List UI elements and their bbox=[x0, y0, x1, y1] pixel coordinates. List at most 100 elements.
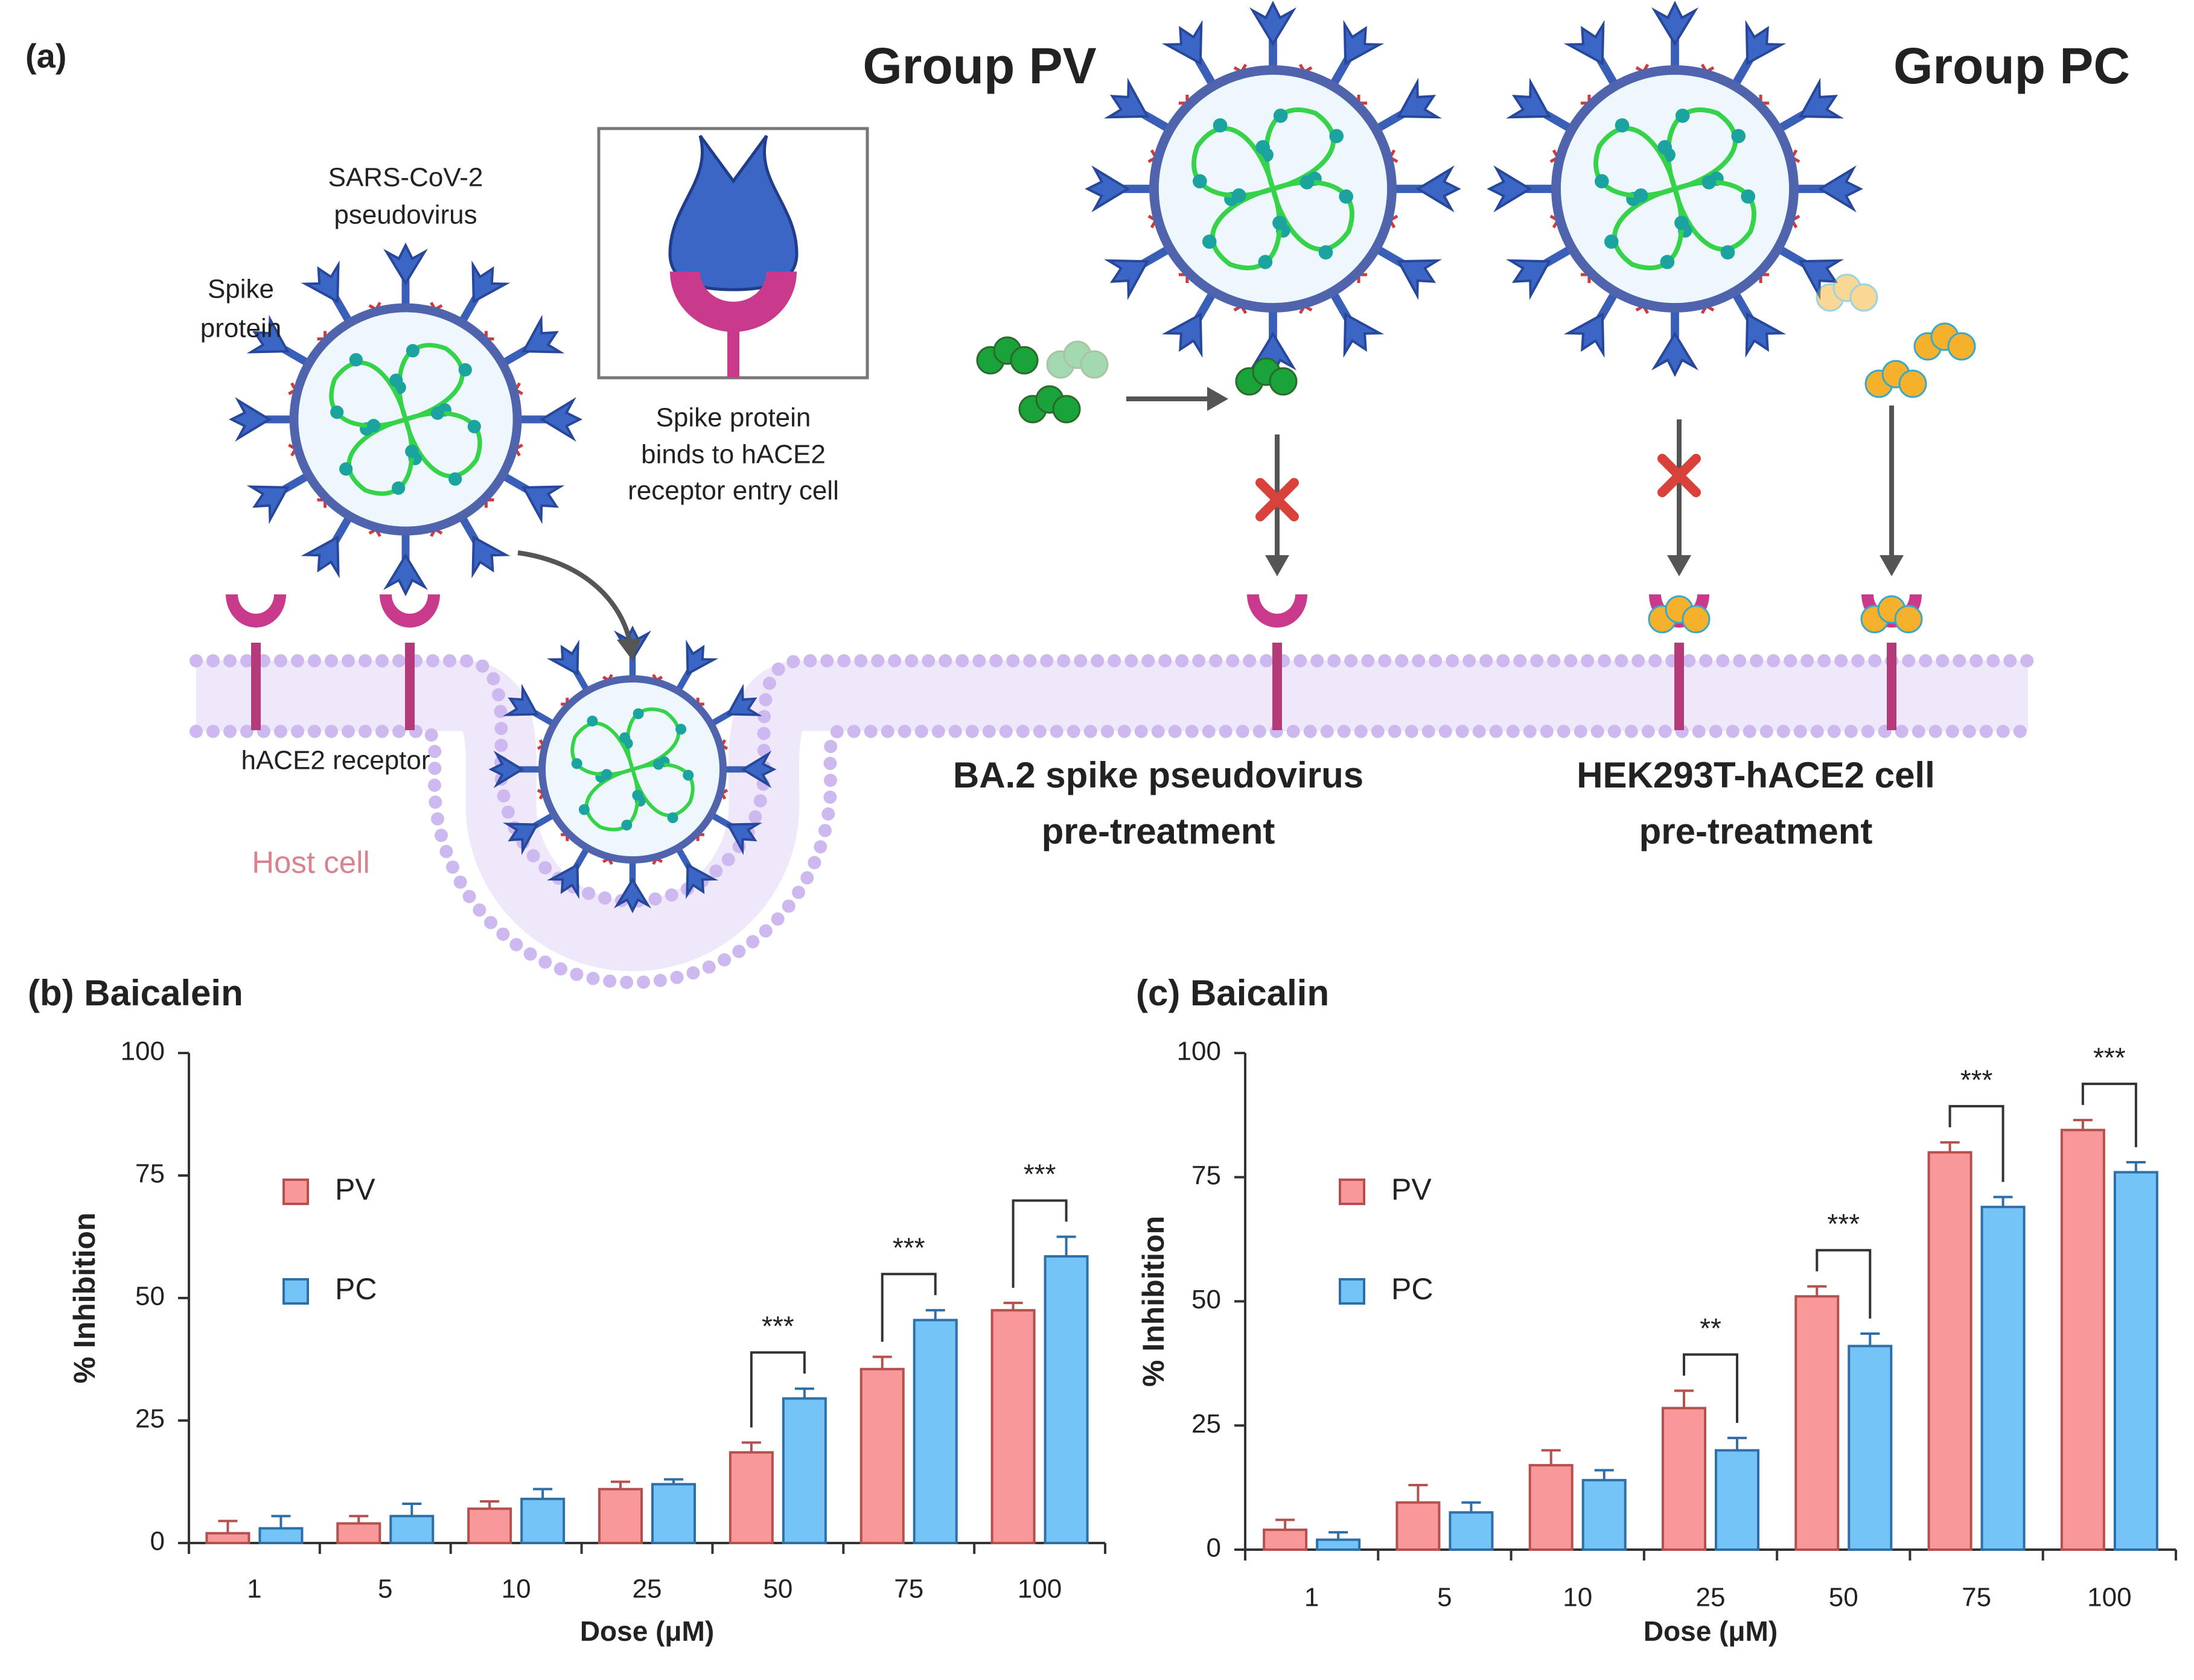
rna-dot bbox=[571, 758, 582, 769]
spike bbox=[500, 314, 565, 368]
bar bbox=[389, 1515, 435, 1545]
bar bbox=[1528, 1464, 1574, 1551]
compound bbox=[1860, 595, 1923, 634]
significance-bracket bbox=[2081, 1083, 2137, 1148]
y-axis-label: % Inhibition bbox=[1137, 1216, 1170, 1387]
bar bbox=[1263, 1529, 1308, 1551]
spike-head bbox=[741, 750, 777, 789]
bar bbox=[1715, 1449, 1759, 1551]
bar bbox=[782, 1397, 827, 1544]
spike bbox=[709, 812, 762, 856]
rna-loop bbox=[329, 353, 408, 433]
spike-head bbox=[1505, 77, 1552, 119]
binding-note: binds to hACE2 bbox=[641, 440, 826, 469]
bar bbox=[2113, 1171, 2158, 1551]
spike-head bbox=[1651, 331, 1699, 377]
bar bbox=[1395, 1501, 1441, 1551]
virus bbox=[228, 242, 583, 597]
x-tick-label: 75 bbox=[894, 1574, 923, 1604]
error-bar bbox=[402, 1503, 422, 1516]
spike-head bbox=[301, 260, 340, 304]
rna-dot bbox=[448, 472, 462, 486]
rna-dot bbox=[1193, 174, 1207, 189]
rna-dot bbox=[1272, 215, 1287, 231]
spike-head bbox=[1103, 259, 1150, 301]
rna-dot bbox=[601, 769, 613, 780]
bar bbox=[990, 1309, 1036, 1545]
error-bar bbox=[533, 1488, 553, 1499]
spike bbox=[1103, 77, 1172, 133]
significance-bracket bbox=[1012, 1199, 1068, 1288]
inset-receptor bbox=[670, 272, 797, 332]
y-tick-label: 25 bbox=[135, 1404, 165, 1434]
compound bbox=[976, 336, 1039, 375]
x-axis-label: Dose (μM) bbox=[580, 1615, 714, 1647]
spike-head bbox=[613, 877, 652, 914]
spike-head bbox=[471, 260, 511, 304]
compound bbox=[1648, 595, 1711, 634]
significance-label: ** bbox=[1700, 1312, 1721, 1344]
compound-atom bbox=[1898, 369, 1927, 398]
error-bar bbox=[1940, 1141, 1960, 1153]
significance-label: *** bbox=[1024, 1159, 1056, 1190]
rna-dot bbox=[1720, 245, 1735, 260]
bar bbox=[336, 1522, 381, 1545]
rna-dot bbox=[1273, 109, 1288, 123]
rna-dot bbox=[1329, 129, 1344, 144]
y-tick-label: 50 bbox=[135, 1282, 165, 1311]
rna-dot bbox=[1615, 118, 1630, 133]
spike bbox=[1776, 77, 1845, 133]
rna-dot bbox=[1701, 175, 1717, 189]
spike-head bbox=[471, 535, 511, 579]
error-bar bbox=[1807, 1285, 1827, 1297]
compound-atom bbox=[1682, 605, 1711, 634]
receptor bbox=[226, 594, 286, 730]
significance-bracket bbox=[881, 1273, 937, 1342]
bar bbox=[598, 1488, 643, 1544]
spike bbox=[1730, 290, 1787, 358]
arrow-head bbox=[1667, 555, 1691, 576]
rna-dot bbox=[349, 353, 363, 367]
compound-atom bbox=[1894, 605, 1923, 634]
significance-label: *** bbox=[762, 1310, 794, 1341]
significance-label: *** bbox=[1960, 1064, 1993, 1095]
rna-loop bbox=[1191, 118, 1275, 203]
receptor-cup bbox=[380, 594, 440, 628]
rna-dot bbox=[1258, 255, 1273, 269]
compound-atom bbox=[1063, 340, 1092, 369]
chart-title: (c) Baicalin bbox=[1136, 973, 1329, 1013]
y-tick-label: 0 bbox=[1207, 1533, 1221, 1563]
error-bar bbox=[271, 1515, 291, 1529]
error-bar bbox=[1727, 1436, 1747, 1451]
error-bar bbox=[1275, 1518, 1295, 1530]
error-bar bbox=[1594, 1469, 1614, 1480]
spike bbox=[246, 471, 311, 524]
rna-dot bbox=[1660, 255, 1675, 269]
pc-caption: HEK293T-hACE2 cell bbox=[1577, 755, 1935, 795]
spike bbox=[1563, 290, 1619, 358]
spike-label: Spike bbox=[208, 275, 274, 304]
spike bbox=[1374, 244, 1443, 301]
compound-atom bbox=[1269, 367, 1298, 396]
bar bbox=[2060, 1128, 2105, 1551]
membrane-inner bbox=[190, 725, 2035, 989]
spike-head bbox=[546, 640, 579, 676]
error-bar bbox=[1056, 1235, 1076, 1256]
spike-label: protein bbox=[200, 314, 282, 343]
bar bbox=[1848, 1344, 1893, 1551]
rna-dot bbox=[675, 724, 687, 735]
error-bar bbox=[1328, 1531, 1348, 1540]
legend-swatch bbox=[282, 1278, 309, 1305]
y-tick-label: 75 bbox=[135, 1159, 165, 1189]
error-bar bbox=[1408, 1484, 1428, 1503]
rna-dot bbox=[667, 812, 678, 824]
rna-loop bbox=[1673, 175, 1756, 260]
legend-swatch bbox=[1339, 1278, 1365, 1305]
bar bbox=[205, 1532, 250, 1545]
spike bbox=[246, 314, 311, 368]
compound bbox=[1816, 273, 1878, 312]
x-tick-label: 10 bbox=[502, 1574, 531, 1604]
significance-bracket bbox=[750, 1351, 806, 1428]
rna-dot bbox=[1657, 140, 1673, 154]
spike-head bbox=[521, 314, 565, 354]
